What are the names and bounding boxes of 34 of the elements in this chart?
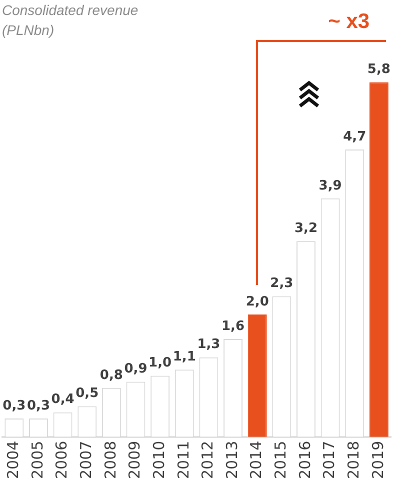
x-tick-label: 2005: [28, 440, 46, 480]
data-label: 1,0: [148, 356, 172, 371]
data-label: 2,0: [246, 294, 269, 310]
x-tick-label: 2014: [247, 440, 266, 480]
x-tick-label: 2011: [174, 440, 192, 480]
x-tick-label: 2019: [368, 440, 387, 480]
x-tick-label: 2006: [52, 440, 71, 480]
data-label: 5,8: [367, 62, 390, 78]
data-label: 1,6: [222, 318, 245, 334]
x-tick-label: 2015: [272, 440, 290, 480]
x-tick-label: 2010: [150, 440, 168, 480]
data-label: 0,4: [51, 392, 74, 408]
x-tick-label: 2008: [101, 440, 120, 480]
data-label: 2,3: [270, 276, 294, 292]
data-label: 0,3: [2, 398, 26, 414]
x-tick-label: 2009: [126, 440, 144, 480]
data-label: 1,1: [172, 349, 196, 364]
x-tick-label: 2016: [296, 440, 314, 480]
x-tick-label: 2013: [222, 440, 241, 480]
x-tick-label: 2007: [77, 440, 96, 480]
x-tick-label: 2012: [198, 440, 217, 480]
data-label: 3,9: [318, 178, 342, 194]
chart-title: Consolidated revenue (PLNbn): [2, 1, 140, 40]
data-label: 4,7: [343, 129, 366, 144]
data-label: 0,3: [26, 398, 50, 414]
x-tick-label: 2017: [320, 440, 338, 480]
x-tick-label: 2004: [4, 440, 22, 480]
data-label: 3,2: [294, 221, 318, 236]
data-label: 0,9: [124, 362, 148, 377]
data-label: 0,5: [76, 386, 99, 402]
data-label: 1,3: [197, 337, 220, 352]
text: ~ x3: [328, 10, 370, 34]
x-tick-label: 2018: [344, 440, 363, 480]
data-label: 0,8: [100, 368, 123, 383]
